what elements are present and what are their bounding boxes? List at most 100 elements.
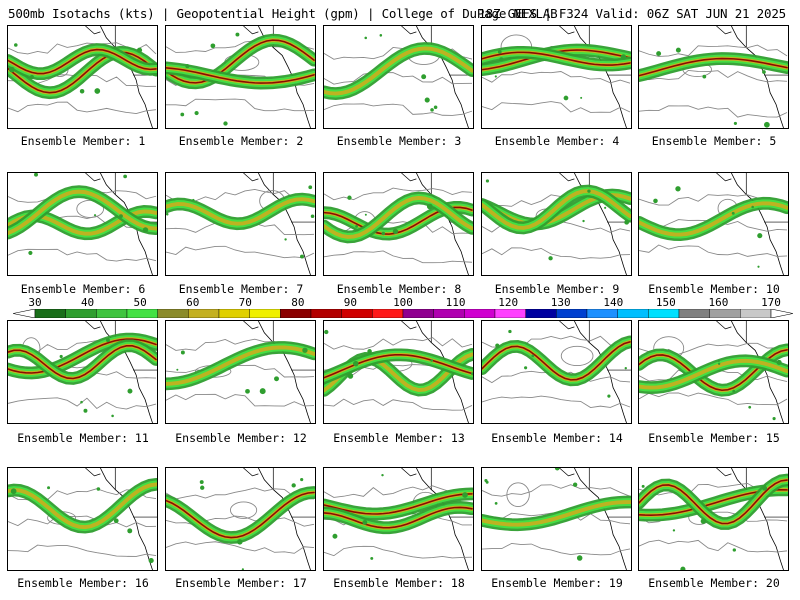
height-contour xyxy=(8,248,157,262)
ensemble-map-panel xyxy=(638,172,789,276)
isotach-band xyxy=(639,201,788,237)
isotach-speck xyxy=(764,121,770,128)
isotach-speck xyxy=(572,482,578,487)
ensemble-map-panel xyxy=(7,25,158,129)
isotach-speck xyxy=(576,555,583,561)
isotach-band xyxy=(8,48,157,75)
isotach-band xyxy=(8,51,157,94)
isotach-map xyxy=(324,173,473,275)
isotach-speck xyxy=(762,70,766,74)
isotach-speck xyxy=(28,250,33,255)
colorbar-segment xyxy=(372,309,404,318)
colorbar-segment xyxy=(556,309,588,318)
political-border xyxy=(243,321,315,371)
isotach-speck xyxy=(29,74,34,79)
isotach-speck xyxy=(494,502,498,505)
isotach-map xyxy=(8,321,157,423)
height-contour xyxy=(482,247,631,260)
isotach-map xyxy=(166,26,315,128)
isotach-speck xyxy=(494,75,497,78)
isotach-speck xyxy=(524,366,528,370)
ensemble-map-panel xyxy=(323,25,474,129)
isotach-speck xyxy=(180,350,185,355)
colorbar-segment xyxy=(65,309,97,318)
isotach-speck xyxy=(332,533,338,539)
ensemble-member-label: Ensemble Member: 9 xyxy=(494,282,620,296)
isotach-speck xyxy=(259,388,266,395)
isotach-speck xyxy=(430,108,434,112)
isotach-speck xyxy=(235,32,240,37)
isotach-speck xyxy=(34,173,38,177)
isotach-speck xyxy=(364,213,367,216)
isotach-speck xyxy=(563,95,569,101)
ensemble-map-panel xyxy=(323,467,474,571)
political-border xyxy=(243,468,315,518)
isotach-speck xyxy=(353,360,359,367)
isotach-speck xyxy=(381,473,384,477)
isotach-speck xyxy=(166,212,169,216)
isotach-speck xyxy=(531,354,535,358)
colorbar-tick-label: 130 xyxy=(550,296,571,309)
isotach-speck xyxy=(485,480,489,484)
isotach-speck xyxy=(142,227,149,233)
isotach-speck xyxy=(223,121,228,126)
isotach-speck xyxy=(355,224,358,228)
isotach-speck xyxy=(200,485,205,490)
isotach-speck xyxy=(733,121,737,125)
isotach-speck xyxy=(94,88,101,94)
colorbar-tick-label: 140 xyxy=(603,296,624,309)
isotach-band xyxy=(482,341,631,381)
height-contour xyxy=(639,44,788,57)
isotach-speck xyxy=(462,492,468,498)
isotach-speck xyxy=(324,329,329,335)
colorbar-segment xyxy=(709,309,741,318)
isotach-speck xyxy=(291,483,296,488)
isotach-speck xyxy=(176,368,179,371)
coastline xyxy=(731,173,784,275)
isotach-speck xyxy=(757,265,760,268)
isotach-speck xyxy=(717,362,721,365)
colorbar-arrow-right xyxy=(770,309,793,318)
colorbar-tick-label: 170 xyxy=(761,296,781,309)
isotach-speck xyxy=(79,88,85,94)
isotach-band xyxy=(166,491,315,539)
height-contour xyxy=(324,337,473,350)
coastline xyxy=(416,468,469,570)
isotach-band xyxy=(324,506,473,529)
isotach-speck xyxy=(123,174,128,179)
height-contour xyxy=(8,397,157,410)
isotach-speck xyxy=(548,256,553,261)
colorbar-segment xyxy=(218,309,250,318)
height-contour xyxy=(482,484,631,497)
political-border xyxy=(716,173,788,223)
height-contour xyxy=(639,69,788,83)
height-contour xyxy=(324,187,473,201)
isotach-map xyxy=(324,321,473,423)
ensemble-member-label: Ensemble Member: 16 xyxy=(17,576,149,590)
colorbar-segment xyxy=(310,309,342,318)
ensemble-map-panel xyxy=(165,25,316,129)
ensemble-member-label: Ensemble Member: 15 xyxy=(648,431,780,445)
isotach-speck xyxy=(582,219,585,223)
height-contour xyxy=(166,541,315,554)
isotach-map xyxy=(8,26,157,128)
isotach-speck xyxy=(185,64,190,69)
colorbar-scale xyxy=(13,309,793,318)
colorbar-tick-label: 120 xyxy=(498,296,519,309)
isotach-speck xyxy=(96,487,101,491)
ensemble-member-label: Ensemble Member: 10 xyxy=(648,282,780,296)
colorbar-tick-label: 30 xyxy=(28,296,42,309)
isotach-speck xyxy=(580,96,583,99)
ensemble-member-label: Ensemble Member: 11 xyxy=(17,431,149,445)
isotach-speck xyxy=(237,539,243,545)
height-contour xyxy=(482,71,631,84)
height-contour xyxy=(166,98,315,112)
colorbar-segment xyxy=(586,309,618,318)
isotach-speck xyxy=(672,529,676,532)
isotach-speck xyxy=(362,519,368,525)
coastline xyxy=(100,468,153,570)
colorbar-segment xyxy=(188,309,220,318)
isotach-speck xyxy=(308,185,313,190)
height-contour xyxy=(166,487,315,500)
colorbar-tick-label: 160 xyxy=(708,296,729,309)
